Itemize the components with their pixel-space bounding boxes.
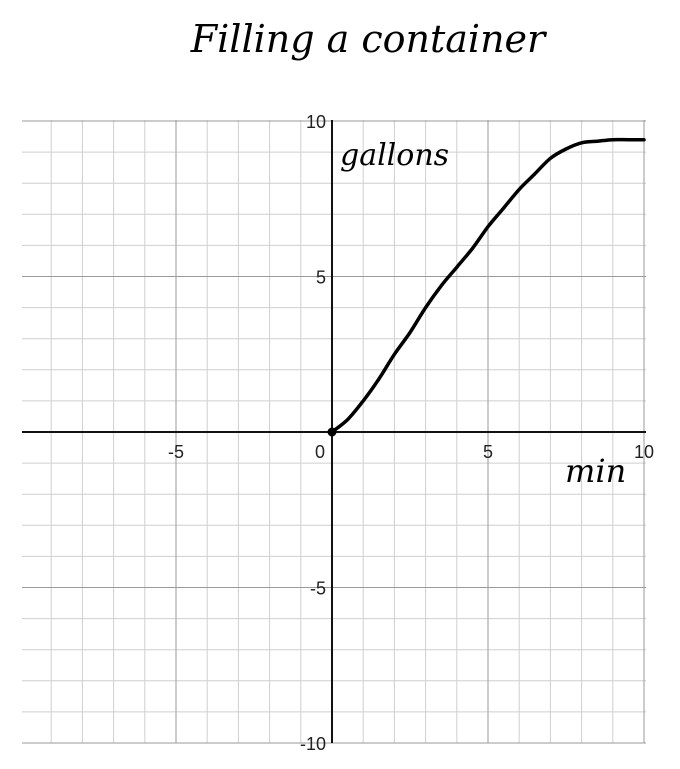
- series-layer: [327, 137, 646, 437]
- x-tick-label: 10: [634, 442, 654, 462]
- y-tick-label: -10: [300, 734, 326, 754]
- y-tick-label: 5: [316, 268, 326, 288]
- chart-title: Filling a container: [190, 17, 548, 61]
- series-line: [330, 137, 646, 434]
- y-tick-labels: 10 5 -5 -10: [300, 112, 326, 754]
- y-tick-label: 10: [306, 112, 326, 132]
- x-tick-labels: -5 0 5 10: [168, 442, 654, 462]
- start-point-marker: [327, 427, 337, 437]
- y-tick-label: -5: [310, 579, 326, 599]
- y-axis-label: gallons: [340, 138, 449, 173]
- x-axis-label: min: [565, 452, 626, 490]
- x-tick-label: 0: [315, 442, 325, 462]
- x-tick-label: -5: [168, 442, 184, 462]
- x-tick-label: 5: [483, 442, 493, 462]
